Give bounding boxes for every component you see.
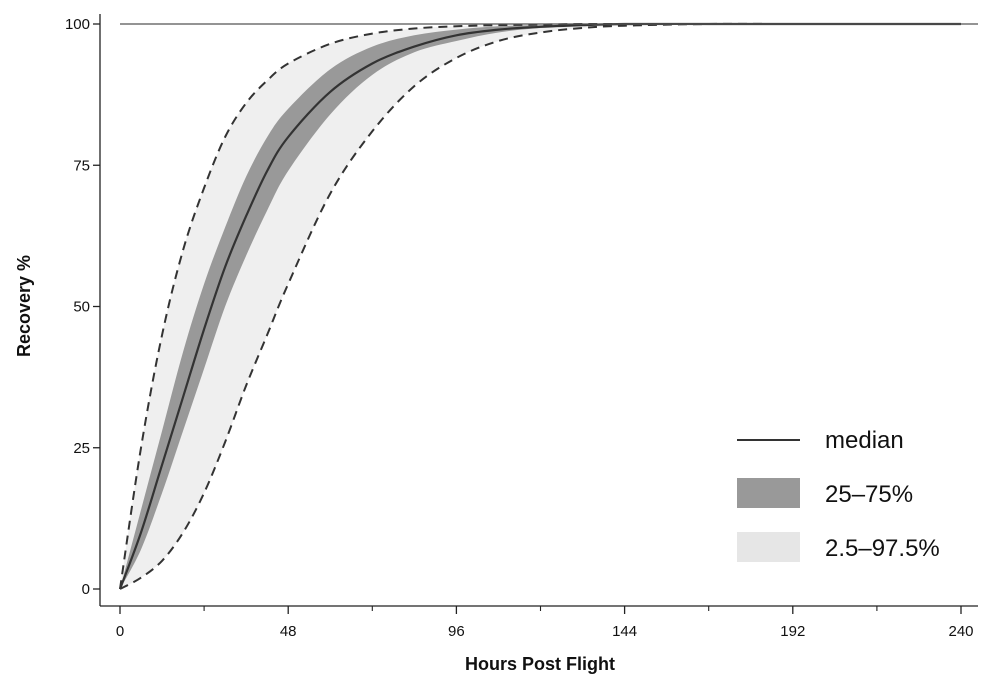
legend-iqr-swatch xyxy=(737,478,800,508)
band-95-fill xyxy=(120,23,961,590)
y-tick-label-75: 75 xyxy=(73,157,90,174)
y-axis-title: Recovery % xyxy=(14,255,34,357)
x-axis-title: Hours Post Flight xyxy=(465,654,615,674)
legend-iqr-label: 25–75% xyxy=(825,481,913,508)
x-tick-label-192: 192 xyxy=(780,623,805,640)
y-tick-label-25: 25 xyxy=(73,440,90,457)
x-tick-label-240: 240 xyxy=(948,623,973,640)
y-tick-label-100: 100 xyxy=(65,16,90,33)
x-tick-label-144: 144 xyxy=(612,623,637,640)
y-tick-label-0: 0 xyxy=(82,581,90,598)
legend-95-label: 2.5–97.5% xyxy=(825,535,940,562)
y-tick-label-50: 50 xyxy=(73,299,90,316)
legend: median 25–75% 2.5–97.5% xyxy=(737,427,940,562)
x-tick-label-0: 0 xyxy=(116,623,124,640)
x-tick-label-96: 96 xyxy=(448,623,465,640)
axes-layer: 0 25 50 75 100 0 48 96 144 192 240 xyxy=(65,14,978,640)
legend-median-label: median xyxy=(825,427,904,454)
bands-layer xyxy=(120,23,961,590)
x-tick-label-48: 48 xyxy=(280,623,297,640)
legend-95-swatch xyxy=(737,532,800,562)
